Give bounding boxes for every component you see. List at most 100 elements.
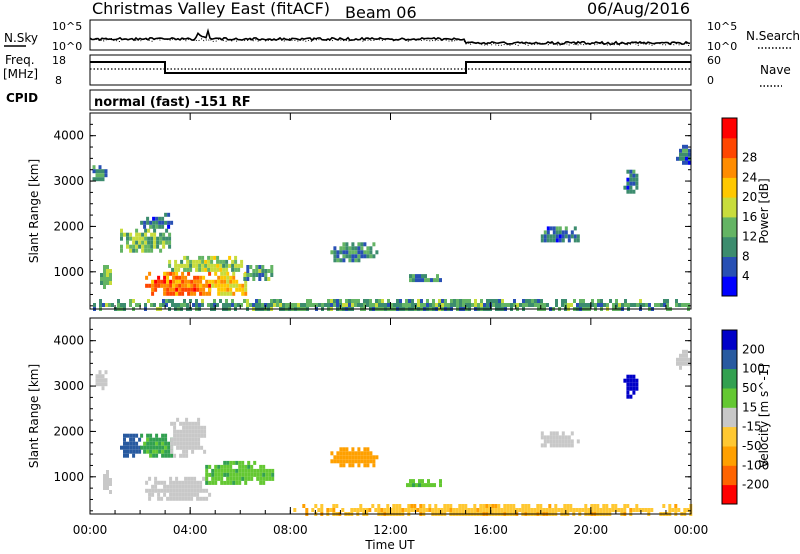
range-gate-cell: [372, 459, 376, 464]
range-gate-cell: [170, 441, 174, 446]
range-gate-cell: [685, 361, 688, 366]
range-gate-cell: [468, 303, 471, 307]
range-gate-cell: [419, 508, 423, 512]
range-gate-cell: [120, 228, 123, 233]
range-gate-cell: [225, 263, 229, 268]
range-gate-cell: [567, 234, 571, 239]
range-gate-cell: [154, 287, 158, 292]
range-gate-cell: [602, 504, 606, 508]
range-gate-cell: [679, 361, 682, 366]
range-gate-cell: [205, 279, 209, 284]
range-gate-cell: [129, 248, 133, 253]
range-gate-cell: [682, 152, 685, 157]
range-gate-cell: [253, 472, 257, 477]
range-gate-cell: [109, 478, 112, 482]
range-gate-cell: [427, 479, 430, 484]
range-gate-cell: [167, 224, 171, 229]
range-gate-cell: [187, 476, 191, 481]
range-gate-cell: [155, 453, 159, 458]
range-gate-cell: [153, 303, 156, 307]
range-gate-cell: [146, 433, 150, 438]
range-gate-cell: [162, 303, 165, 307]
range-gate-cell: [199, 488, 203, 493]
range-gate-cell: [666, 303, 669, 307]
range-gate-cell: [635, 185, 639, 190]
range-gate-cell: [182, 441, 186, 446]
range-gate-cell: [240, 303, 243, 307]
range-gate-cell: [330, 299, 333, 303]
range-gate-cell: [205, 291, 209, 296]
range-gate-cell: [564, 439, 568, 444]
range-gate-cell: [626, 169, 630, 174]
range-gate-cell: [182, 421, 186, 426]
range-gate-cell: [155, 216, 159, 221]
range-gate-cell: [162, 232, 166, 237]
range-gate-cell: [106, 478, 109, 482]
range-gate-cell: [172, 492, 176, 497]
range-gate-cell: [226, 460, 230, 465]
range-gate-cell: [178, 291, 182, 296]
range-gate-cell: [549, 431, 553, 436]
range-gate-cell: [603, 303, 606, 307]
range-gate-cell: [169, 492, 173, 497]
range-gate-cell: [345, 250, 349, 255]
range-gate-cell: [95, 382, 99, 387]
range-gate-cell: [629, 378, 633, 383]
range-gate-cell: [597, 303, 600, 307]
range-gate-cell: [530, 508, 534, 512]
range-gate-cell: [675, 299, 678, 303]
power-colorbar-label: Power [dB]: [757, 178, 771, 243]
range-gate-cell: [183, 303, 186, 307]
range-gate-cell: [611, 508, 615, 512]
range-gate-cell: [232, 291, 236, 296]
range-gate-cell: [406, 483, 409, 488]
range-gate-cell: [95, 169, 99, 174]
range-gate-cell: [173, 425, 177, 430]
range-gate-cell: [166, 291, 170, 296]
range-gate-cell: [399, 303, 402, 307]
range-gate-cell: [303, 303, 306, 307]
range-gate-cell: [198, 259, 202, 264]
range-gate-cell: [132, 240, 136, 245]
range-gate-cell: [182, 437, 186, 442]
range-gate-cell: [509, 508, 513, 512]
range-gate-cell: [415, 274, 418, 279]
range-gate-cell: [393, 303, 396, 307]
range-gate-cell: [549, 439, 553, 444]
range-gate-cell: [554, 508, 558, 512]
range-gate-cell: [357, 258, 361, 263]
range-gate-cell: [197, 425, 201, 430]
range-gate-cell: [192, 303, 195, 307]
range-gate-cell: [181, 488, 185, 493]
colorbar-tick-label: -50: [742, 439, 762, 453]
range-gate-cell: [241, 291, 245, 296]
range-gate-cell: [162, 240, 166, 245]
range-gate-cell: [202, 283, 206, 288]
range-gate-cell: [336, 303, 339, 307]
range-gate-cell: [420, 303, 423, 307]
range-gate-cell: [98, 374, 102, 379]
range-gate-cell: [333, 258, 337, 263]
range-gate-cell: [106, 273, 109, 277]
range-gate-cell: [123, 437, 126, 442]
range-gate-cell: [126, 441, 129, 446]
range-gate-cell: [377, 508, 381, 512]
range-gate-cell: [147, 236, 151, 241]
range-gate-cell: [216, 267, 220, 272]
range-gate-cell: [117, 299, 120, 303]
range-gate-cell: [201, 299, 204, 303]
range-gate-cell: [494, 504, 498, 508]
range-gate-cell: [150, 303, 153, 307]
range-gate-cell: [195, 259, 199, 264]
range-gate-cell: [468, 299, 471, 303]
range-gate-cell: [427, 278, 430, 283]
range-gate-cell: [154, 480, 158, 485]
range-gate-cell: [635, 378, 639, 383]
range-gate-cell: [135, 445, 139, 450]
range-gate-cell: [258, 303, 261, 307]
range-gate-cell: [336, 299, 339, 303]
range-gate-cell: [163, 291, 167, 296]
range-gate-cell: [683, 508, 687, 512]
range-gate-cell: [259, 468, 263, 473]
range-gate-cell: [243, 273, 247, 277]
